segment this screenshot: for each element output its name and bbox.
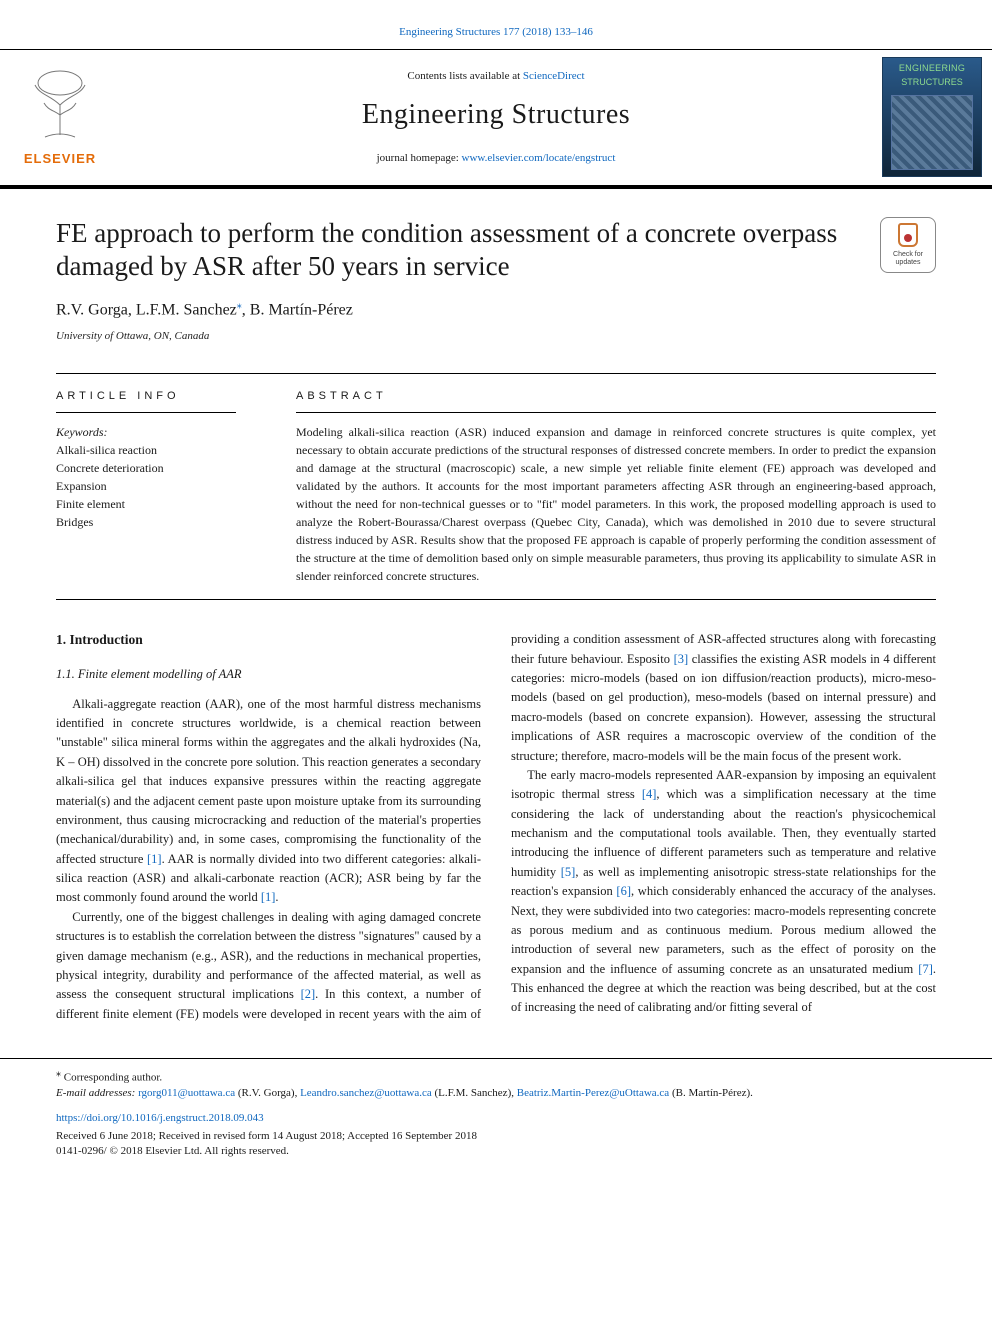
email-link[interactable]: rgorg011@uottawa.ca bbox=[138, 1087, 235, 1099]
reference-link[interactable]: [7] bbox=[918, 962, 933, 976]
keyword-item: Concrete deterioration bbox=[56, 459, 256, 477]
subsection-heading: 1.1. Finite element modelling of AAR bbox=[56, 665, 481, 684]
article-info: ARTICLE INFO Keywords: Alkali-silica rea… bbox=[56, 374, 276, 600]
authors-part1: R.V. Gorga, L.F.M. Sanchez bbox=[56, 301, 237, 318]
cover-image-icon bbox=[891, 95, 973, 170]
info-abstract-row: ARTICLE INFO Keywords: Alkali-silica rea… bbox=[56, 373, 936, 601]
keywords-list: Alkali-silica reaction Concrete deterior… bbox=[56, 441, 256, 531]
homepage-prefix: journal homepage: bbox=[377, 152, 462, 164]
abstract-rule bbox=[296, 412, 936, 413]
homepage-link[interactable]: www.elsevier.com/locate/engstruct bbox=[462, 152, 616, 164]
email-link[interactable]: Leandro.sanchez@uottawa.ca bbox=[300, 1087, 432, 1099]
publisher-logo: ELSEVIER bbox=[0, 50, 120, 185]
contents-prefix: Contents lists available at bbox=[407, 70, 522, 82]
reference-link[interactable]: [4] bbox=[642, 787, 657, 801]
body-columns: 1. Introduction 1.1. Finite element mode… bbox=[56, 630, 936, 1024]
reference-link[interactable]: [3] bbox=[674, 652, 689, 666]
cover-line1: ENGINEERING bbox=[899, 62, 965, 76]
journal-cover: ENGINEERING STRUCTURES bbox=[872, 50, 992, 185]
abstract-head: ABSTRACT bbox=[296, 388, 936, 405]
publisher-brand: ELSEVIER bbox=[24, 149, 96, 169]
emails-label: E-mail addresses: bbox=[56, 1087, 138, 1099]
updates-label-2: updates bbox=[896, 259, 921, 267]
body-paragraph: The early macro-models represented AAR-e… bbox=[511, 766, 936, 1018]
section-heading: 1. Introduction bbox=[56, 630, 481, 651]
elsevier-tree-icon bbox=[20, 65, 100, 145]
doi-link[interactable]: https://doi.org/10.1016/j.engstruct.2018… bbox=[56, 1112, 264, 1124]
keyword-item: Bridges bbox=[56, 513, 256, 531]
cover-thumbnail: ENGINEERING STRUCTURES bbox=[882, 57, 982, 177]
reference-link[interactable]: [2] bbox=[301, 987, 316, 1001]
updates-label-1: Check for bbox=[893, 251, 923, 259]
abstract-text: Modeling alkali-silica reaction (ASR) in… bbox=[296, 423, 936, 585]
masthead-center: Contents lists available at ScienceDirec… bbox=[120, 50, 872, 185]
contents-line: Contents lists available at ScienceDirec… bbox=[407, 68, 584, 85]
emails-line: E-mail addresses: rgorg011@uottawa.ca (R… bbox=[56, 1086, 936, 1101]
title-row: FE approach to perform the condition ass… bbox=[56, 217, 936, 285]
info-rule bbox=[56, 412, 236, 413]
authors-part2: , B. Martín-Pérez bbox=[242, 301, 353, 318]
journal-title: Engineering Structures bbox=[362, 94, 630, 136]
cover-line2: STRUCTURES bbox=[901, 76, 963, 90]
homepage-line: journal homepage: www.elsevier.com/locat… bbox=[377, 150, 616, 167]
article-title: FE approach to perform the condition ass… bbox=[56, 217, 880, 285]
reference-link[interactable]: [1] bbox=[261, 890, 276, 904]
keyword-item: Alkali-silica reaction bbox=[56, 441, 256, 459]
citation-link[interactable]: Engineering Structures 177 (2018) 133–14… bbox=[399, 26, 593, 38]
affiliation: University of Ottawa, ON, Canada bbox=[56, 328, 936, 345]
body-paragraph: Alkali-aggregate reaction (AAR), one of … bbox=[56, 695, 481, 908]
bookmark-icon bbox=[898, 223, 918, 247]
corresponding-note: ⁎ Corresponding author. bbox=[56, 1067, 936, 1086]
masthead: ELSEVIER Contents lists available at Sci… bbox=[0, 49, 992, 189]
reference-link[interactable]: [1] bbox=[147, 852, 162, 866]
content-area: FE approach to perform the condition ass… bbox=[0, 189, 992, 1025]
keywords-label: Keywords: bbox=[56, 423, 256, 441]
doi-line: https://doi.org/10.1016/j.engstruct.2018… bbox=[56, 1111, 936, 1126]
dates-line: Received 6 June 2018; Received in revise… bbox=[56, 1129, 936, 1144]
page-footer: ⁎ Corresponding author. E-mail addresses… bbox=[0, 1058, 992, 1160]
email-link[interactable]: Beatriz.Martin-Perez@uOttawa.ca bbox=[517, 1087, 669, 1099]
reference-link[interactable]: [6] bbox=[616, 884, 631, 898]
authors-line: R.V. Gorga, L.F.M. Sanchez⁎, B. Martín-P… bbox=[56, 298, 936, 322]
article-info-head: ARTICLE INFO bbox=[56, 388, 256, 405]
check-updates-badge[interactable]: Check for updates bbox=[880, 217, 936, 273]
citation-bar: Engineering Structures 177 (2018) 133–14… bbox=[0, 0, 992, 49]
reference-link[interactable]: [5] bbox=[561, 865, 576, 879]
copyright-line: 0141-0296/ © 2018 Elsevier Ltd. All righ… bbox=[56, 1144, 936, 1159]
keyword-item: Expansion bbox=[56, 477, 256, 495]
sciencedirect-link[interactable]: ScienceDirect bbox=[523, 70, 585, 82]
keyword-item: Finite element bbox=[56, 495, 256, 513]
abstract: ABSTRACT Modeling alkali-silica reaction… bbox=[276, 374, 936, 600]
